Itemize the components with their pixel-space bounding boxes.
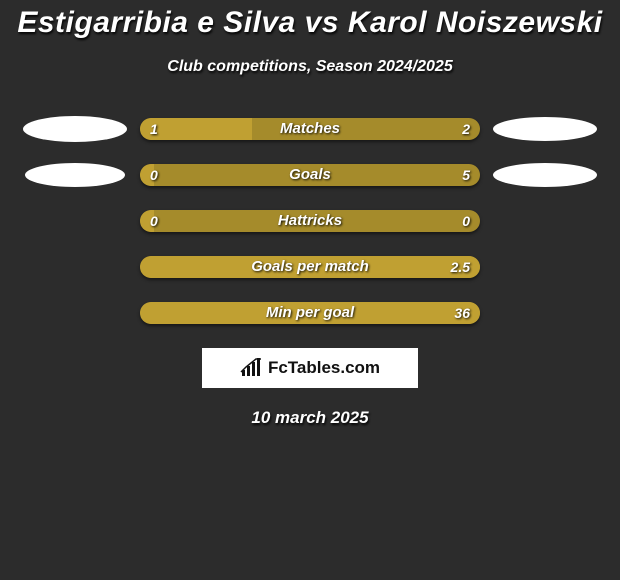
left-logo-cell <box>10 163 140 187</box>
subtitle: Club competitions, Season 2024/2025 <box>0 58 620 76</box>
team-logo-right <box>493 163 597 187</box>
branding-badge: FcTables.com <box>202 348 418 388</box>
right-logo-cell <box>480 117 610 141</box>
team-logo-left <box>23 116 127 142</box>
team-logo-left <box>25 163 125 187</box>
branding-chart-icon <box>240 358 264 378</box>
stat-row: 2.5Goals per match <box>0 256 620 278</box>
stat-bar: 00Hattricks <box>140 210 480 232</box>
date-label: 10 march 2025 <box>0 408 620 428</box>
stat-row: 00Hattricks <box>0 210 620 232</box>
stat-bar: 05Goals <box>140 164 480 186</box>
branding-text: FcTables.com <box>268 358 380 378</box>
stat-label: Goals per match <box>140 256 480 278</box>
stat-label: Min per goal <box>140 302 480 324</box>
right-logo-cell <box>480 163 610 187</box>
team-logo-right <box>493 117 597 141</box>
stat-row: 12Matches <box>0 118 620 140</box>
stat-row: 36Min per goal <box>0 302 620 324</box>
stat-bar: 2.5Goals per match <box>140 256 480 278</box>
stat-label: Hattricks <box>140 210 480 232</box>
page-title: Estigarribia e Silva vs Karol Noiszewski <box>0 6 620 40</box>
stat-rows: 12Matches 05Goals 00Hattricks 2.5Goals per … <box>0 118 620 324</box>
stat-label: Goals <box>140 164 480 186</box>
stat-label: Matches <box>140 118 480 140</box>
left-logo-cell <box>10 116 140 142</box>
comparison-infographic: Estigarribia e Silva vs Karol Noiszewski… <box>0 6 620 580</box>
stat-bar: 12Matches <box>140 118 480 140</box>
stat-bar: 36Min per goal <box>140 302 480 324</box>
stat-row: 05Goals <box>0 164 620 186</box>
